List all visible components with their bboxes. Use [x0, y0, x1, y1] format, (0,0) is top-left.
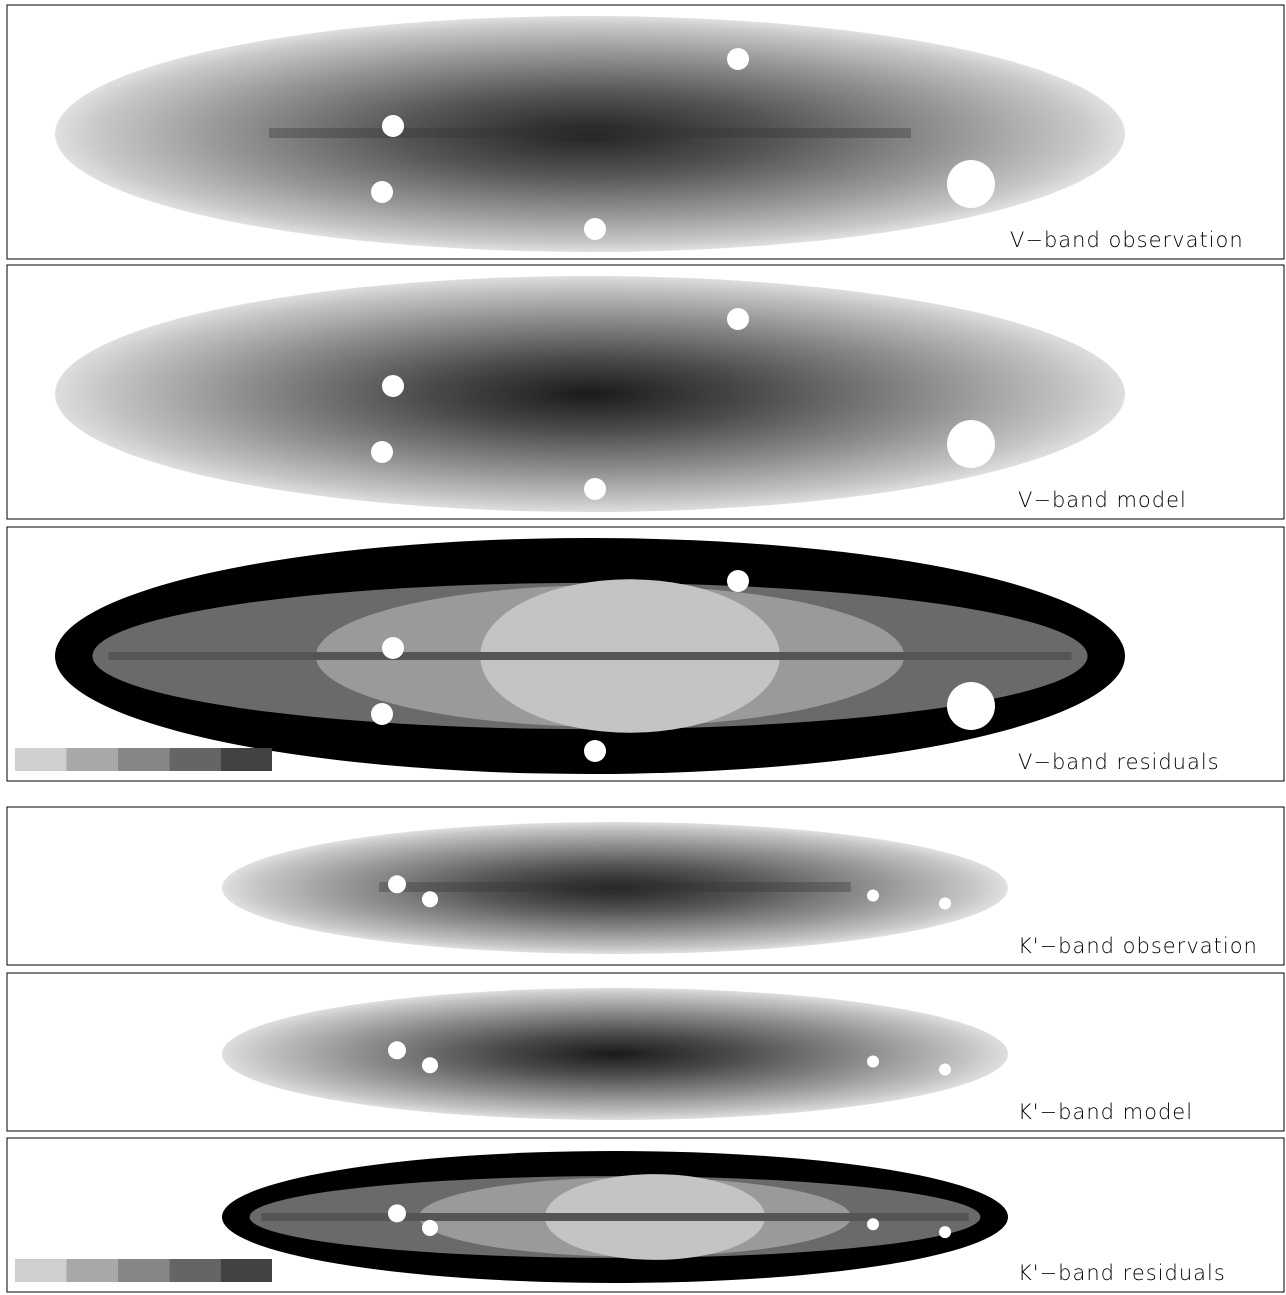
colorbar-swatch [66, 1259, 117, 1282]
colorbar-swatch [15, 1259, 66, 1282]
masked-star [584, 478, 606, 500]
colorbar-swatch [15, 748, 66, 771]
colorbar-swatch [118, 748, 169, 771]
panel [222, 988, 1008, 1120]
masked-star [371, 703, 393, 725]
panel [55, 16, 1125, 252]
masked-star [727, 570, 749, 592]
masked-star [867, 889, 879, 901]
masked-star [867, 1218, 879, 1230]
colorbar-swatch [118, 1259, 169, 1282]
panel [55, 538, 1125, 774]
masked-star [388, 875, 406, 893]
galaxy [55, 276, 1125, 512]
masked-star [422, 891, 438, 907]
masked-star [947, 160, 995, 208]
dust-lane [109, 652, 1072, 660]
panel-label: V−band observation [1010, 228, 1244, 252]
masked-star [382, 637, 404, 659]
masked-star [947, 682, 995, 730]
panel [55, 276, 1125, 512]
colorbar-swatch [169, 748, 220, 771]
panel-label: V−band model [1018, 488, 1187, 512]
colorbar-swatch [66, 748, 117, 771]
masked-star [371, 441, 393, 463]
dust-lane [269, 128, 911, 138]
colorbar-swatch [169, 1259, 220, 1282]
colorbar-swatch [221, 748, 272, 771]
masked-star [422, 1057, 438, 1073]
dust-lane [261, 1213, 968, 1221]
masked-star [382, 375, 404, 397]
panel [222, 822, 1008, 954]
masked-star [727, 308, 749, 330]
figure: V−band observation V−band model V−band res… [0, 0, 1286, 1295]
galaxy [222, 988, 1008, 1120]
masked-star [584, 218, 606, 240]
masked-star [388, 1204, 406, 1222]
masked-star [584, 740, 606, 762]
panel-label: K'−band observation [1018, 934, 1258, 958]
masked-star [939, 1064, 951, 1076]
masked-star [939, 898, 951, 910]
masked-star [422, 1220, 438, 1236]
masked-star [382, 115, 404, 137]
panel-label: K'−band model [1018, 1100, 1193, 1124]
panel-label: V−band residuals [1018, 750, 1220, 774]
masked-star [867, 1055, 879, 1067]
masked-star [939, 1226, 951, 1238]
colorbar-swatch [221, 1259, 272, 1282]
masked-star [371, 181, 393, 203]
dust-lane [379, 882, 851, 892]
panel [222, 1151, 1008, 1283]
masked-star [388, 1041, 406, 1059]
masked-star [947, 420, 995, 468]
panel-label: K'−band residuals [1018, 1261, 1226, 1285]
masked-star [727, 48, 749, 70]
